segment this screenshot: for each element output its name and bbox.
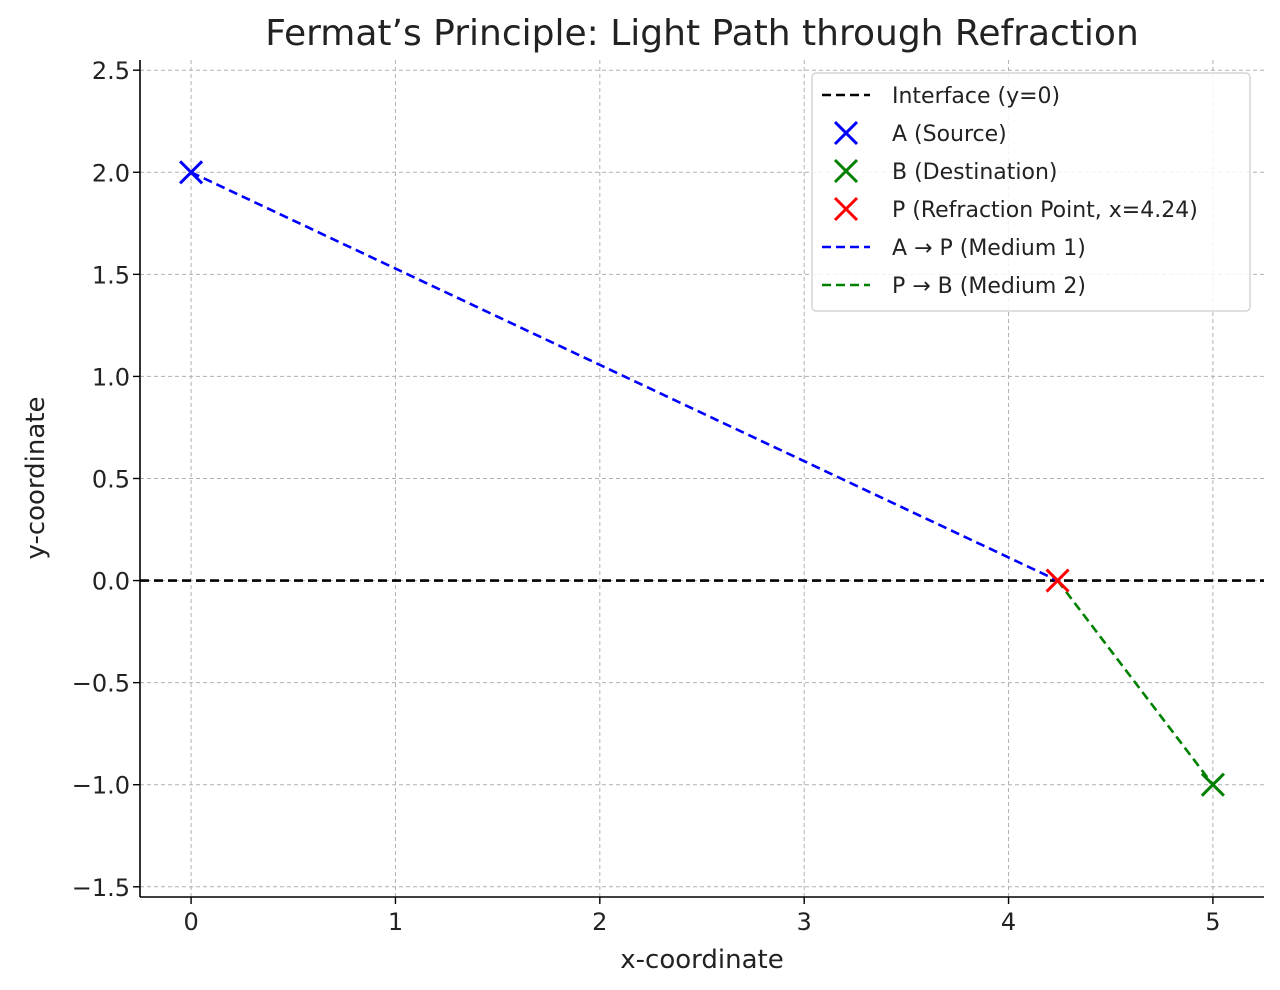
- y-axis-label: y-coordinate: [21, 397, 51, 560]
- point-marker-stroke-2: [179, 160, 204, 185]
- legend-item: A (Source): [833, 120, 1007, 147]
- ticks: 0 1 2 3 4 5 2.5 2.0 1.5 1.0 0.5 0.0 −0.5 −1.0 −1.5: [72, 57, 1221, 936]
- chart-title: Fermat’s Principle: Light Path through R…: [265, 13, 1139, 54]
- legend-item: A → P (Medium 1): [822, 236, 1086, 261]
- legend-marker-swatch: [833, 196, 859, 222]
- point-marker: [179, 160, 204, 185]
- y-tick-label: 1.5: [92, 261, 130, 289]
- legend-marker-swatch-stroke-2: [833, 196, 859, 222]
- series: [190, 171, 1214, 786]
- legend: Interface (y=0) A (Source) B (Destination)…: [811, 72, 1251, 312]
- legend-label: A (Source): [892, 122, 1007, 147]
- legend-marker-swatch: [833, 158, 859, 184]
- y-tick-label: 1.0: [92, 363, 130, 391]
- legend-label: B (Destination): [892, 160, 1058, 185]
- y-tick-label: 2.5: [92, 57, 130, 85]
- legend-marker-swatch-stroke-2: [833, 120, 859, 146]
- x-tick-label: 5: [1205, 908, 1220, 936]
- y-tick-label: −1.0: [72, 772, 130, 800]
- legend-label: Interface (y=0): [892, 84, 1060, 109]
- x-tick-label: 2: [592, 908, 607, 936]
- legend-label: P (Refraction Point, x=4.24): [892, 198, 1198, 223]
- y-tick-label: −1.5: [72, 874, 130, 902]
- point-marker-stroke-2: [1045, 568, 1070, 593]
- legend-item: B (Destination): [833, 158, 1058, 185]
- x-tick-label: 0: [183, 908, 198, 936]
- x-tick-label: 4: [1001, 908, 1016, 936]
- points: [179, 160, 1225, 797]
- point-marker: [1200, 772, 1225, 797]
- point-marker: [1045, 568, 1070, 593]
- legend-box: [811, 72, 1251, 312]
- path-series-line: [1056, 579, 1214, 786]
- y-tick-label: −0.5: [72, 670, 130, 698]
- point-marker-stroke-2: [1200, 772, 1225, 797]
- y-tick-label: 0.5: [92, 466, 130, 494]
- legend-label: P → B (Medium 2): [892, 274, 1086, 299]
- legend-item: P → B (Medium 2): [822, 274, 1086, 299]
- x-tick-label: 3: [797, 908, 812, 936]
- y-tick-label: 0.0: [92, 568, 130, 596]
- legend-item: Interface (y=0): [822, 84, 1060, 109]
- x-axis-label: x-coordinate: [620, 945, 783, 975]
- x-tick-label: 1: [388, 908, 403, 936]
- legend-marker-swatch-stroke-2: [833, 158, 859, 184]
- legend-item: P (Refraction Point, x=4.24): [833, 196, 1198, 223]
- legend-label: A → P (Medium 1): [892, 236, 1086, 261]
- legend-marker-swatch: [833, 120, 859, 146]
- y-tick-label: 2.0: [92, 159, 130, 187]
- path-series-line: [190, 171, 1059, 582]
